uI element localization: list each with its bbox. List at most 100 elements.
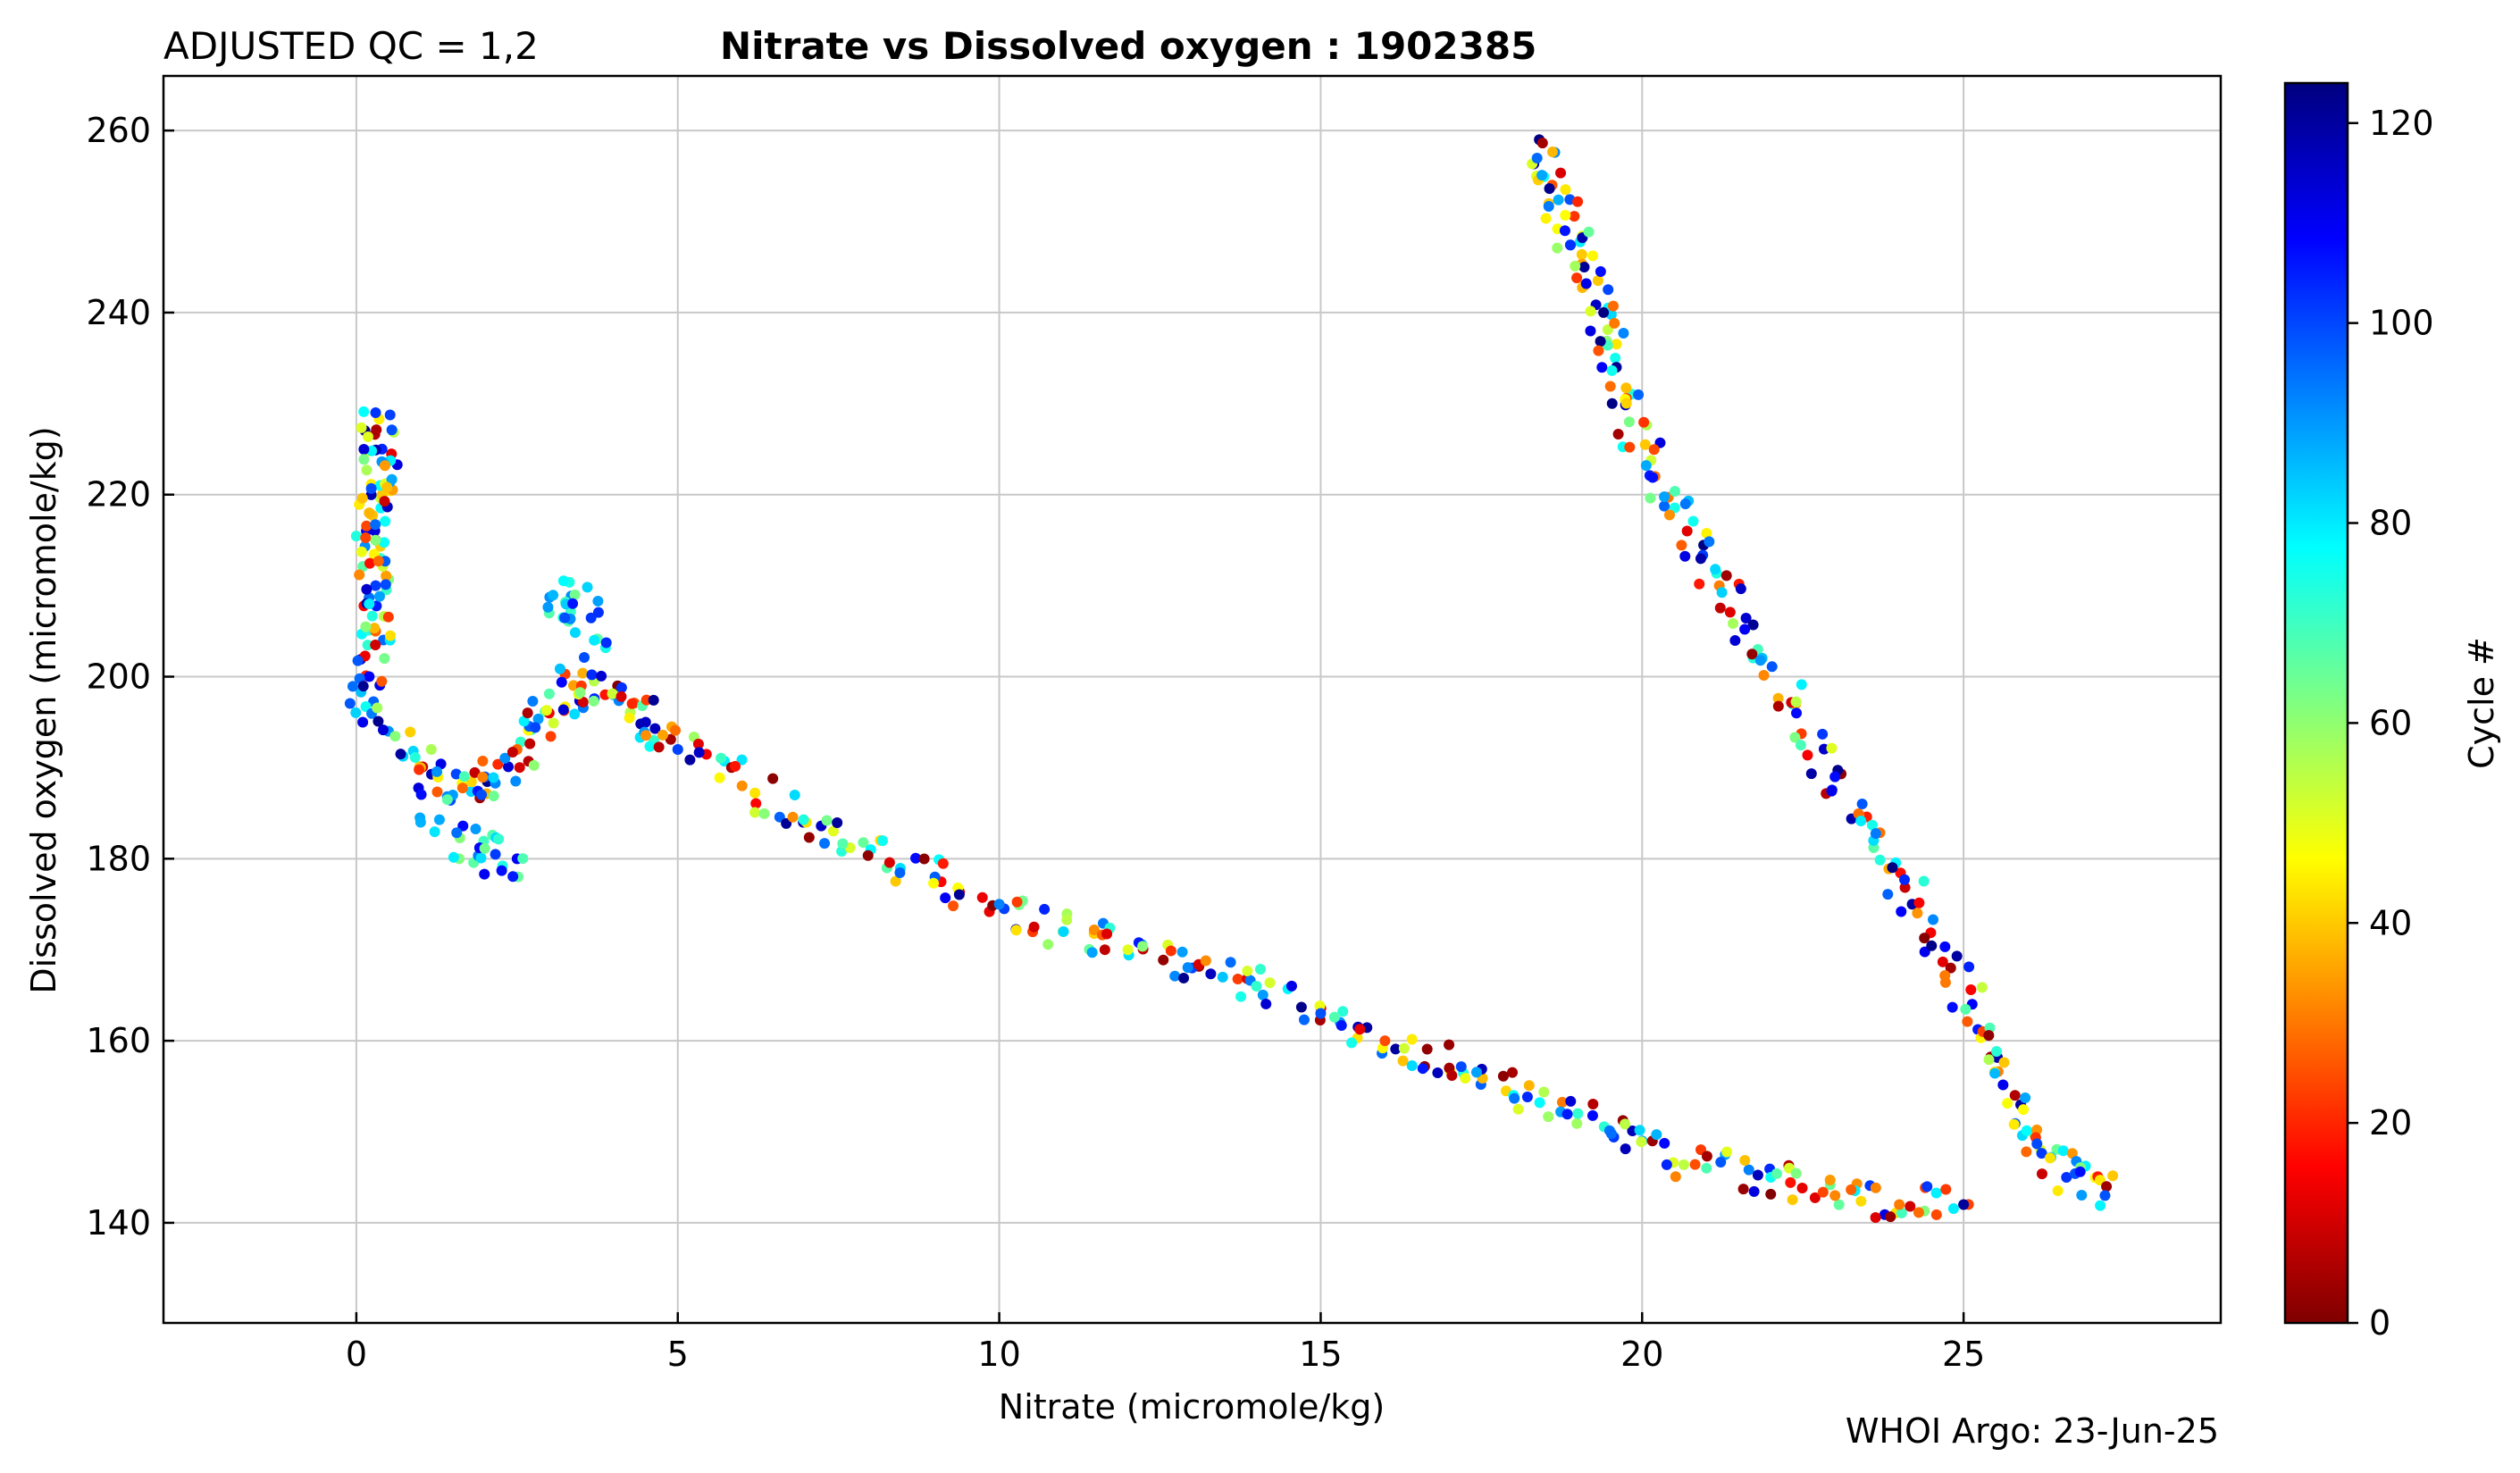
data-point xyxy=(1620,398,1632,409)
data-point xyxy=(360,531,372,543)
data-point xyxy=(600,637,612,649)
data-point xyxy=(615,690,627,702)
data-point xyxy=(356,492,368,504)
data-point xyxy=(1169,970,1181,982)
data-point xyxy=(384,630,396,641)
data-point xyxy=(1887,862,1898,874)
data-point xyxy=(1178,972,1190,983)
data-point xyxy=(514,762,525,774)
data-point xyxy=(653,741,665,753)
data-point xyxy=(1724,607,1736,618)
data-point xyxy=(1638,416,1650,428)
data-point xyxy=(2074,1166,2086,1177)
data-point xyxy=(1560,184,1571,196)
data-point xyxy=(527,695,539,707)
data-point xyxy=(1200,955,1211,967)
data-point xyxy=(577,667,589,679)
data-point xyxy=(2036,1168,2047,1180)
data-point xyxy=(1896,1207,1907,1218)
data-point xyxy=(567,598,579,609)
data-point xyxy=(1379,1035,1391,1047)
data-point xyxy=(1947,1203,1959,1215)
y-tick-label: 140 xyxy=(86,1203,151,1243)
data-point xyxy=(548,717,559,729)
data-point xyxy=(1251,980,1262,992)
data-point xyxy=(433,814,445,825)
data-point xyxy=(574,687,586,699)
data-point xyxy=(1406,1034,1418,1045)
colorbar-label: Cycle # xyxy=(2462,637,2501,769)
data-point xyxy=(1406,1060,1418,1072)
data-point xyxy=(1766,661,1778,673)
data-point xyxy=(2107,1170,2119,1182)
data-point xyxy=(1785,1176,1796,1188)
y-tick-label: 180 xyxy=(86,839,151,878)
data-point xyxy=(1737,1184,1749,1195)
data-point xyxy=(389,731,401,742)
data-point xyxy=(1918,875,1930,887)
data-point xyxy=(425,744,437,756)
data-point xyxy=(1346,1037,1358,1049)
data-point xyxy=(1101,928,1113,940)
data-point xyxy=(1605,1128,1617,1140)
colorbar xyxy=(2283,81,2349,1325)
data-point xyxy=(2009,1090,2021,1101)
data-point xyxy=(1011,896,1023,908)
data-point xyxy=(507,871,519,883)
data-point xyxy=(1534,1097,1545,1109)
data-point xyxy=(1570,260,1581,272)
data-point xyxy=(458,771,470,783)
data-point xyxy=(819,838,831,849)
data-point xyxy=(1556,1096,1568,1108)
data-point xyxy=(499,752,511,764)
data-point xyxy=(377,724,389,736)
data-point xyxy=(890,875,901,887)
data-point xyxy=(577,696,589,707)
data-point xyxy=(894,866,906,878)
data-point xyxy=(457,820,469,832)
data-point xyxy=(1679,498,1691,510)
data-point xyxy=(548,590,559,601)
data-point xyxy=(1595,266,1606,278)
data-point xyxy=(1444,1039,1455,1050)
data-point xyxy=(1647,472,1659,483)
data-point xyxy=(1455,1061,1467,1073)
x-axis-label: Nitrate (micromole/kg) xyxy=(999,1387,1385,1427)
data-point xyxy=(918,853,930,865)
data-point xyxy=(1679,550,1691,562)
data-point xyxy=(1028,921,1040,933)
data-point xyxy=(1899,882,1911,893)
x-tick-label: 10 xyxy=(977,1335,1020,1374)
data-point xyxy=(540,705,552,716)
data-point xyxy=(749,807,761,818)
data-point xyxy=(1752,1169,1763,1181)
y-tick-label: 200 xyxy=(86,657,151,697)
data-point xyxy=(1512,1103,1524,1115)
data-point xyxy=(524,738,536,749)
y-tick-label: 220 xyxy=(86,475,151,515)
data-point xyxy=(1536,138,1548,149)
colorbar-tick-label: 80 xyxy=(2369,504,2412,543)
data-point xyxy=(1620,1118,1631,1130)
data-point xyxy=(448,851,459,863)
data-point xyxy=(1826,785,1838,797)
data-point xyxy=(657,729,668,741)
data-point xyxy=(360,621,372,632)
data-point xyxy=(1538,1086,1550,1098)
data-point xyxy=(493,833,505,845)
data-point xyxy=(1930,1187,1942,1199)
data-point xyxy=(1572,196,1584,207)
data-point xyxy=(1604,381,1616,392)
data-point xyxy=(1695,553,1706,565)
data-point xyxy=(2044,1152,2055,1164)
data-point xyxy=(503,761,515,773)
data-point xyxy=(344,698,356,709)
data-point xyxy=(1958,1199,1970,1210)
data-point xyxy=(1796,679,1807,690)
data-point xyxy=(373,556,384,567)
data-point xyxy=(1611,339,1622,350)
data-point xyxy=(1896,906,1907,917)
data-point xyxy=(381,481,393,493)
data-point xyxy=(470,823,481,834)
data-point xyxy=(1927,914,1938,925)
